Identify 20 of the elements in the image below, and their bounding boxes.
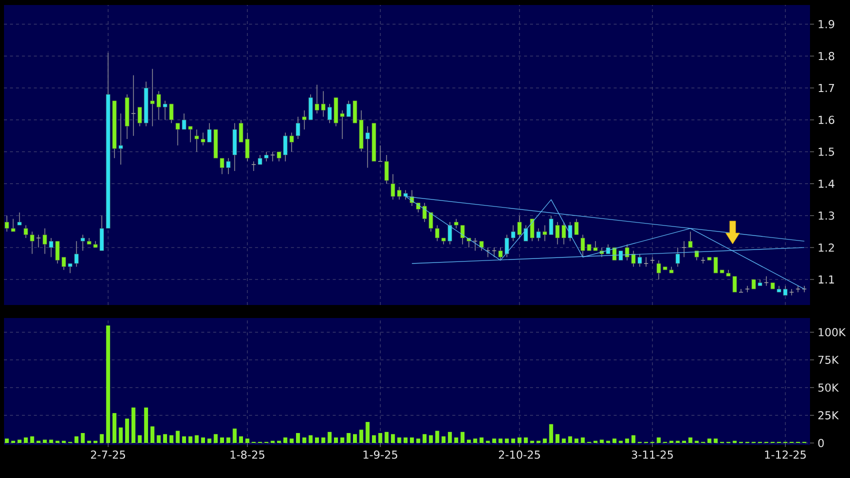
- x-tick-label: 2-7-25: [91, 450, 126, 459]
- y-tick-label: 1.7: [818, 84, 834, 92]
- x-tick-label: 1-9-25: [364, 450, 398, 459]
- y-tick-label: 1.5: [818, 148, 834, 156]
- y-tick-label: 75K: [818, 356, 839, 364]
- y-tick-label: 0: [818, 438, 824, 448]
- y-tick-label: 50K: [818, 383, 839, 392]
- y-tick-label: 1.3: [818, 212, 834, 220]
- x-tick-label: 2-10-25: [498, 450, 540, 459]
- y-tick-label: 1.6: [818, 116, 834, 124]
- x-tick-label: 3-11-25: [632, 450, 673, 459]
- x-tick-label: 1-12-25: [765, 450, 806, 459]
- y-tick-label: 1.9: [818, 20, 834, 28]
- y-tick-label: 1.2: [818, 243, 834, 252]
- y-tick-label: 1.8: [818, 52, 834, 60]
- y-tick-label: 1.1: [818, 275, 834, 284]
- x-tick-label: 1-8-25: [230, 450, 264, 459]
- y-tick-label: 100K: [818, 328, 846, 336]
- y-tick-label: 25K: [818, 411, 839, 420]
- y-tick-label: 1.4: [818, 180, 834, 188]
